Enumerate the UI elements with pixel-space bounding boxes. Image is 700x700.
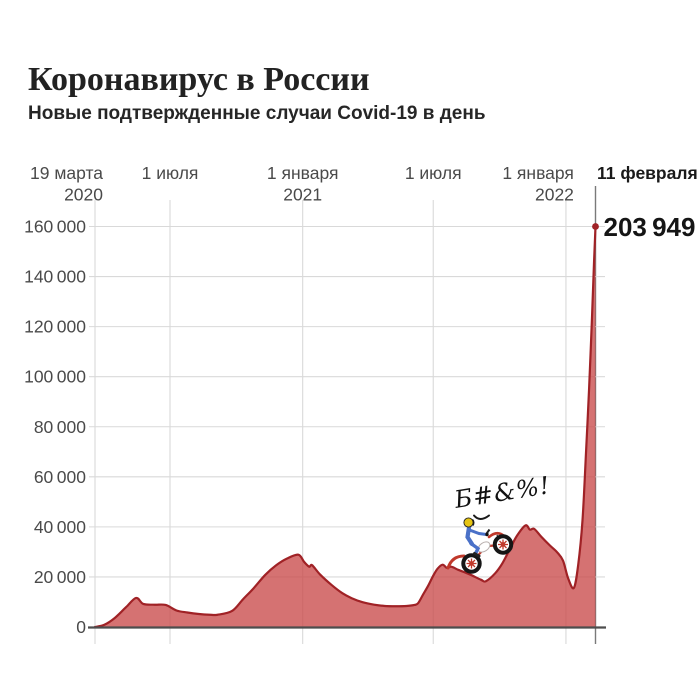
x-tick-label: 1 января [502,163,574,183]
rear-wheel-icon [461,553,482,574]
y-tick-label: 80 000 [34,417,86,437]
area-series-line [93,225,597,628]
y-axis-labels: 0 20 000 40 000 60 000 80 000 100 000 120 000 1… [24,217,86,638]
page-subtitle: Новые подтвержденные случаи Covid-19 в д… [28,103,486,124]
y-tick-label: 140 000 [24,267,86,287]
y-tick-label: 60 000 [34,467,86,487]
page-title: Коронавирус в России [28,61,370,98]
horizontal-gridlines [89,225,605,578]
y-tick-label: 20 000 [34,567,86,587]
last-value-label: 203 949 [604,212,696,242]
speech-tail [473,514,490,520]
x-tick-label: 1 января [267,163,339,183]
y-tick-label: 100 000 [24,367,86,387]
speed-swoosh [446,554,466,570]
rider-boot [473,552,481,558]
x-tick-label: 2022 [535,185,574,205]
y-tick-label: 120 000 [24,317,86,337]
rider-glove [485,532,489,537]
area-series-fill [95,226,596,627]
x-tick-label: 1 июля [405,163,462,183]
helmet-visor [471,519,475,526]
rider-arm [468,528,488,536]
x-tick-label: 11 февраля [597,163,698,183]
rider-exclamation-text: Б#&%! [452,471,553,514]
x-tick-label: 1 июля [142,163,199,183]
y-tick-label: 160 000 [24,217,86,237]
last-value-dot [592,223,599,230]
rider-helmet [463,517,474,528]
front-wheel-icon [492,534,514,555]
y-tick-label: 0 [76,617,86,637]
x-tick-label: 19 марта [30,163,103,183]
y-tick-label: 40 000 [34,517,86,537]
x-tick-label: 2021 [283,185,322,205]
x-tick-label: 2020 [64,185,103,205]
